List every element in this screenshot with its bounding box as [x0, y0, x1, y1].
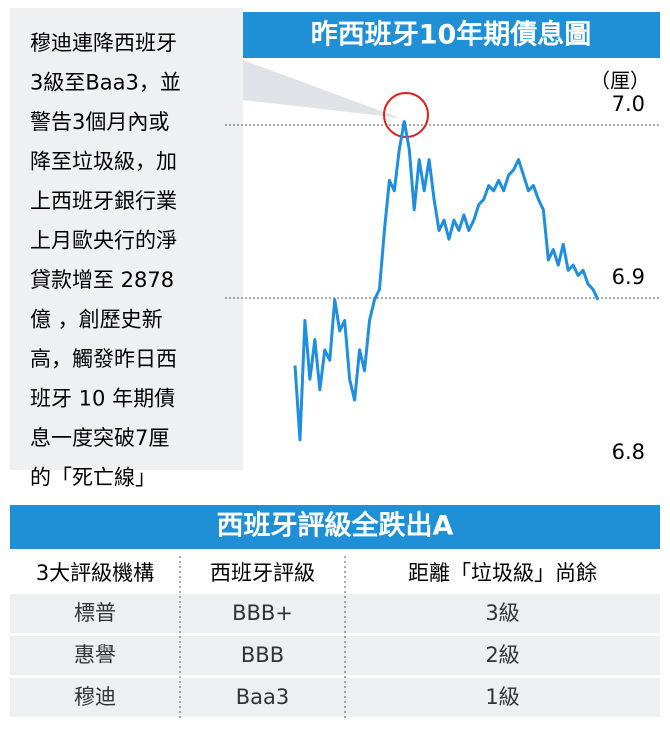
table-header: 3大評級機構 — [36, 561, 154, 585]
annotation-line: 上西班牙銀行業 — [30, 189, 177, 213]
annotation-line: 高，觸發昨日西 — [30, 347, 177, 371]
table-cell: 2級 — [485, 643, 519, 667]
table-cell: 1級 — [485, 685, 519, 709]
y-tick-label: 7.0 — [612, 92, 645, 116]
table-title: 西班牙評級全跌出A — [217, 510, 454, 542]
annotation-line: 的「死亡線」 — [30, 466, 156, 490]
table-cell: 3級 — [485, 601, 519, 625]
table-title-bar — [10, 505, 660, 549]
table-cell: BBB — [241, 643, 284, 667]
table-cell: 穆迪 — [74, 685, 116, 709]
plot-bg — [243, 8, 660, 470]
y-tick-label: 6.9 — [612, 265, 645, 289]
annotation-line: 3級至Baa3，並 — [30, 71, 181, 95]
annotation-line: 班牙 10 年期債 — [30, 387, 175, 411]
annotation-line: 息一度突破7厘 — [30, 426, 169, 450]
chart-title: 昨西班牙10年期債息圖 — [311, 19, 592, 51]
table-cell: BBB+ — [232, 601, 293, 625]
table-cell: 標普 — [74, 601, 116, 625]
title-bar — [243, 12, 660, 58]
annotation-line: 上月歐央行的淨 — [30, 229, 177, 253]
table-header: 距離「垃圾級」尚餘 — [408, 561, 597, 585]
table-cell: 惠譽 — [74, 643, 116, 667]
annotation-line: 貸款增至 2878 — [30, 268, 174, 292]
table-row — [10, 678, 660, 717]
table-header: 西班牙評級 — [210, 561, 315, 585]
line — [293, 120, 600, 442]
y-tick-label: 6.8 — [612, 440, 645, 464]
annotation-line: 警告3個月內或 — [30, 110, 169, 134]
annotation-line: 億 ，創歷史新 — [30, 308, 163, 332]
table-row — [10, 636, 660, 675]
annotation-line: 降至垃圾級，加 — [30, 150, 177, 174]
unit-label: （厘） — [590, 69, 650, 93]
callout — [243, 60, 400, 118]
table-row — [10, 594, 660, 633]
table-cell: Baa3 — [236, 685, 290, 709]
annotation-line: 穆迪連降西班牙 — [30, 31, 177, 55]
